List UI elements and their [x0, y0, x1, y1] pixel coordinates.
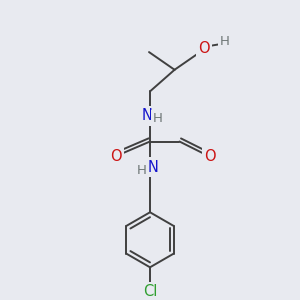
Text: H: H [137, 164, 147, 176]
Text: Cl: Cl [143, 284, 157, 299]
Text: N: N [148, 160, 158, 175]
Text: H: H [220, 35, 230, 48]
Text: O: O [204, 149, 216, 164]
Text: N: N [142, 109, 152, 124]
Text: O: O [198, 41, 210, 56]
Text: O: O [110, 149, 122, 164]
Text: H: H [153, 112, 163, 125]
